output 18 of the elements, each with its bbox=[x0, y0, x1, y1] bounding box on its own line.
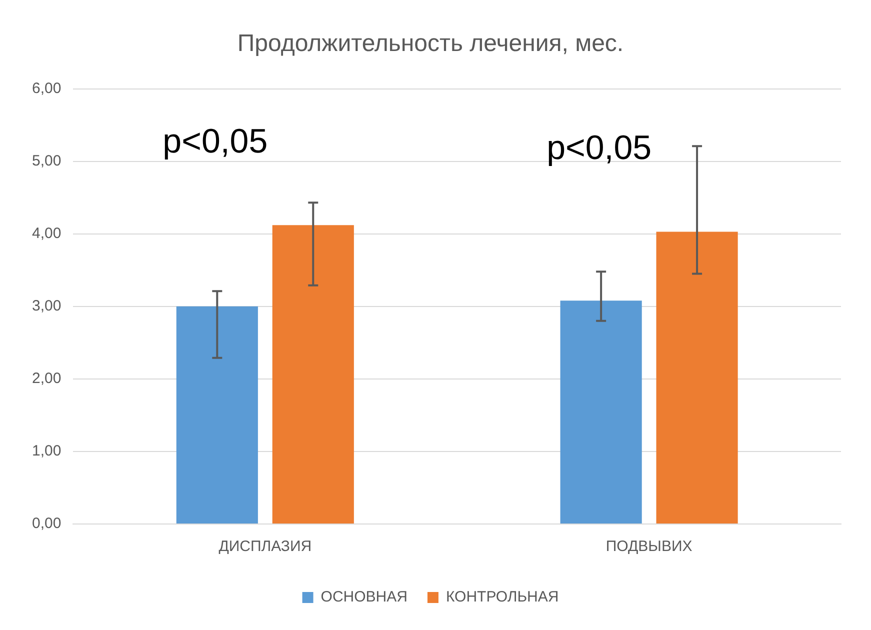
legend-label: ОСНОВНАЯ bbox=[320, 588, 408, 606]
y-tick-label: 3,00 bbox=[32, 298, 62, 315]
y-tick-label: 1,00 bbox=[32, 442, 62, 460]
bar bbox=[656, 232, 738, 524]
annotation: p<0,05 bbox=[546, 129, 652, 168]
x-tick-label: ПОДВЫВИХ bbox=[606, 538, 692, 556]
y-tick-label: 2,00 bbox=[32, 370, 62, 388]
bar bbox=[560, 300, 642, 524]
bar bbox=[176, 306, 258, 524]
annotation: p<0,05 bbox=[162, 122, 268, 161]
y-tick-label: 0,00 bbox=[32, 515, 62, 532]
chart-title: Продолжительность лечения, мес. bbox=[237, 30, 624, 58]
y-tick-label: 4,00 bbox=[32, 225, 62, 242]
y-tick-label: 6,00 bbox=[32, 80, 62, 97]
y-tick-label: 5,00 bbox=[32, 152, 62, 170]
x-tick-label: ДИСПЛАЗИЯ bbox=[218, 538, 312, 556]
legend-label: КОНТРОЛЬНАЯ bbox=[446, 588, 559, 606]
bar bbox=[272, 225, 354, 524]
